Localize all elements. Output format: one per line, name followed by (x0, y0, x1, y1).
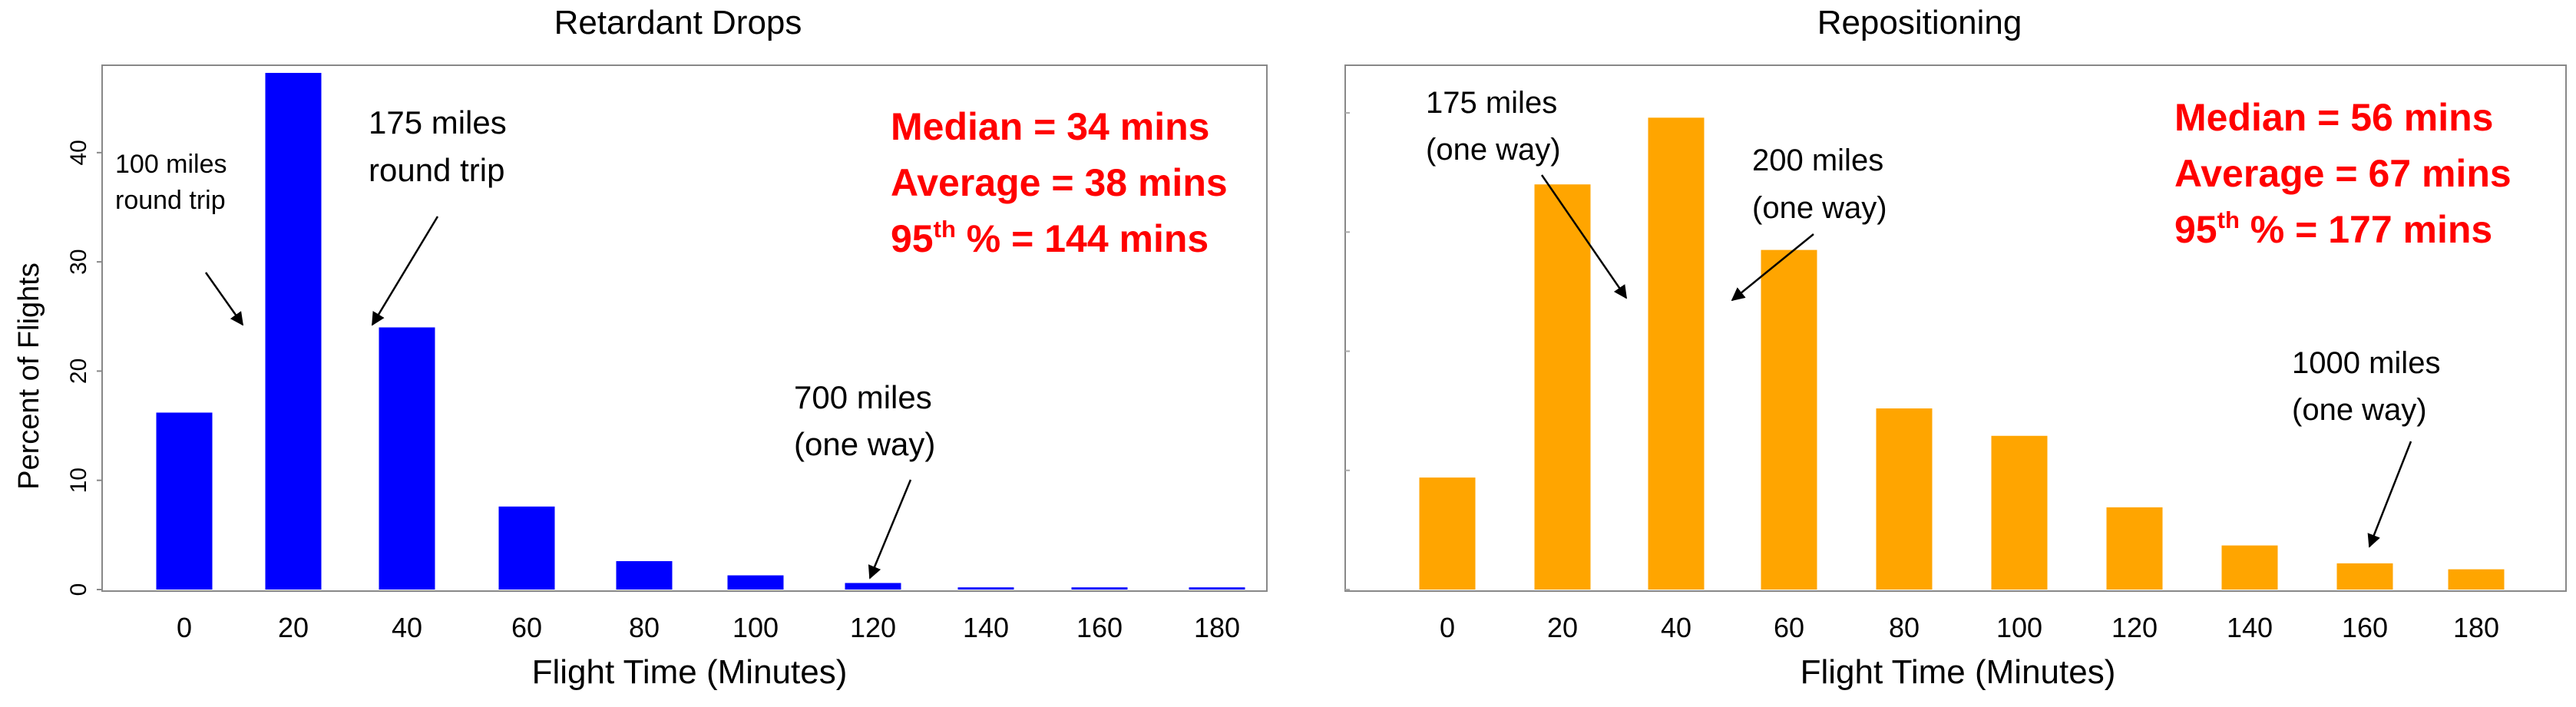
annotations: 175 miles (one way) 200 miles (one way) 1000… (1426, 86, 2440, 548)
bar-20 (1534, 184, 1591, 590)
annotation-text: (one way) (1752, 191, 1887, 225)
bar-60 (498, 506, 555, 590)
annotation-arrow (1731, 233, 1814, 302)
y-tick-label: 10 (66, 467, 91, 493)
chart-retardant-drops: Retardant Drops Percent of Flights Fligh… (13, 4, 1268, 691)
annotation-text: (one way) (794, 426, 935, 462)
bar-180 (2448, 569, 2505, 590)
x-tick-label: 140 (2227, 612, 2273, 643)
y-tick-labels: 0 10 20 30 40 (66, 140, 102, 596)
annotations: 100 miles round trip 175 miles round trip 70… (115, 104, 935, 580)
x-tick-label: 180 (2453, 612, 2499, 643)
statistics-box: Median = 56 mins Average = 67 mins 95th % … (2174, 96, 2512, 251)
x-tick-labels: 0 20 40 60 80 100 120 140 160 180 (177, 612, 1240, 643)
y-axis-title: Percent of Flights (13, 263, 45, 490)
bar-180 (1189, 587, 1245, 590)
annotation-text: (one way) (1426, 133, 1561, 167)
bar-80 (616, 561, 673, 590)
annotation-text: 200 miles (1752, 144, 1883, 177)
annotation-arrow (868, 479, 912, 580)
x-tick-label: 80 (629, 612, 660, 643)
chart-title: Repositioning (1817, 4, 2022, 41)
annotation-text: 700 miles (794, 379, 932, 415)
bar-80 (1876, 408, 1933, 590)
annotation-text: 175 miles (1426, 86, 1557, 120)
annotation-arrow (204, 272, 244, 326)
bar-60 (1761, 249, 1817, 590)
x-tick-label: 100 (1996, 612, 2042, 643)
statistic-95th: 95th % = 177 mins (2174, 206, 2492, 251)
bar-20 (265, 72, 322, 590)
plot-frame (101, 64, 1268, 592)
bar-160 (1071, 587, 1128, 590)
annotation-text: 1000 miles (2292, 346, 2440, 380)
y-tick-label: 30 (66, 249, 91, 274)
x-axis-title: Flight Time (Minutes) (1801, 653, 2116, 691)
x-tick-label: 0 (177, 612, 192, 643)
bar-120 (2106, 507, 2163, 590)
annotation-text: 100 miles (115, 150, 227, 179)
annotation-text: round trip (369, 152, 504, 188)
x-tick-label: 60 (1774, 612, 1804, 643)
bar-0 (156, 412, 213, 590)
annotation-arrow (2367, 441, 2412, 548)
chart-title: Retardant Drops (554, 4, 802, 41)
bar-series (156, 72, 1245, 590)
statistic-line: Average = 67 mins (2174, 152, 2512, 195)
bar-series (1419, 117, 2505, 590)
plot-frame (1344, 64, 2567, 592)
bar-140 (957, 587, 1014, 590)
y-tick-label: 0 (66, 583, 91, 596)
x-tick-label: 180 (1194, 612, 1240, 643)
y-tick-label: 20 (66, 358, 91, 384)
statistic-line: Average = 38 mins (891, 161, 1228, 204)
bar-120 (845, 583, 901, 590)
x-axis-title: Flight Time (Minutes) (532, 653, 848, 691)
x-tick-labels: 0 20 40 60 80 100 120 140 160 180 (1440, 612, 2499, 643)
statistic-95th: 95th % = 144 mins (891, 216, 1209, 260)
y-tick-label: 40 (66, 140, 91, 165)
statistic-line: Median = 34 mins (891, 105, 1209, 148)
x-tick-label: 120 (2111, 612, 2158, 643)
statistics-box: Median = 34 mins Average = 38 mins 95th % … (891, 105, 1228, 260)
bar-160 (2336, 563, 2393, 590)
x-tick-label: 120 (850, 612, 896, 643)
x-tick-label: 40 (392, 612, 422, 643)
annotation-text: 175 miles (369, 104, 507, 140)
x-tick-label: 20 (1547, 612, 1578, 643)
x-tick-label: 0 (1440, 612, 1455, 643)
x-tick-label: 20 (278, 612, 309, 643)
annotation-text: (one way) (2292, 393, 2427, 427)
bar-40 (379, 327, 435, 590)
bar-140 (2221, 545, 2278, 590)
x-tick-label: 40 (1661, 612, 1691, 643)
annotation-arrow (371, 216, 439, 326)
y-tick-marks (1345, 112, 1350, 590)
chart-repositioning: Repositioning Flight Time (Minutes) 0 20 4… (1344, 4, 2567, 691)
annotation-arrow (1540, 174, 1628, 299)
x-tick-label: 160 (2342, 612, 2388, 643)
x-tick-label: 80 (1889, 612, 1920, 643)
x-tick-label: 60 (511, 612, 542, 643)
statistic-line: Median = 56 mins (2174, 96, 2493, 139)
annotation-text: round trip (115, 186, 226, 215)
bar-100 (1991, 435, 2048, 590)
x-tick-label: 140 (963, 612, 1009, 643)
bar-40 (1648, 117, 1705, 590)
bar-100 (727, 575, 784, 590)
bar-0 (1419, 477, 1476, 590)
x-tick-label: 100 (732, 612, 779, 643)
x-tick-label: 160 (1076, 612, 1123, 643)
